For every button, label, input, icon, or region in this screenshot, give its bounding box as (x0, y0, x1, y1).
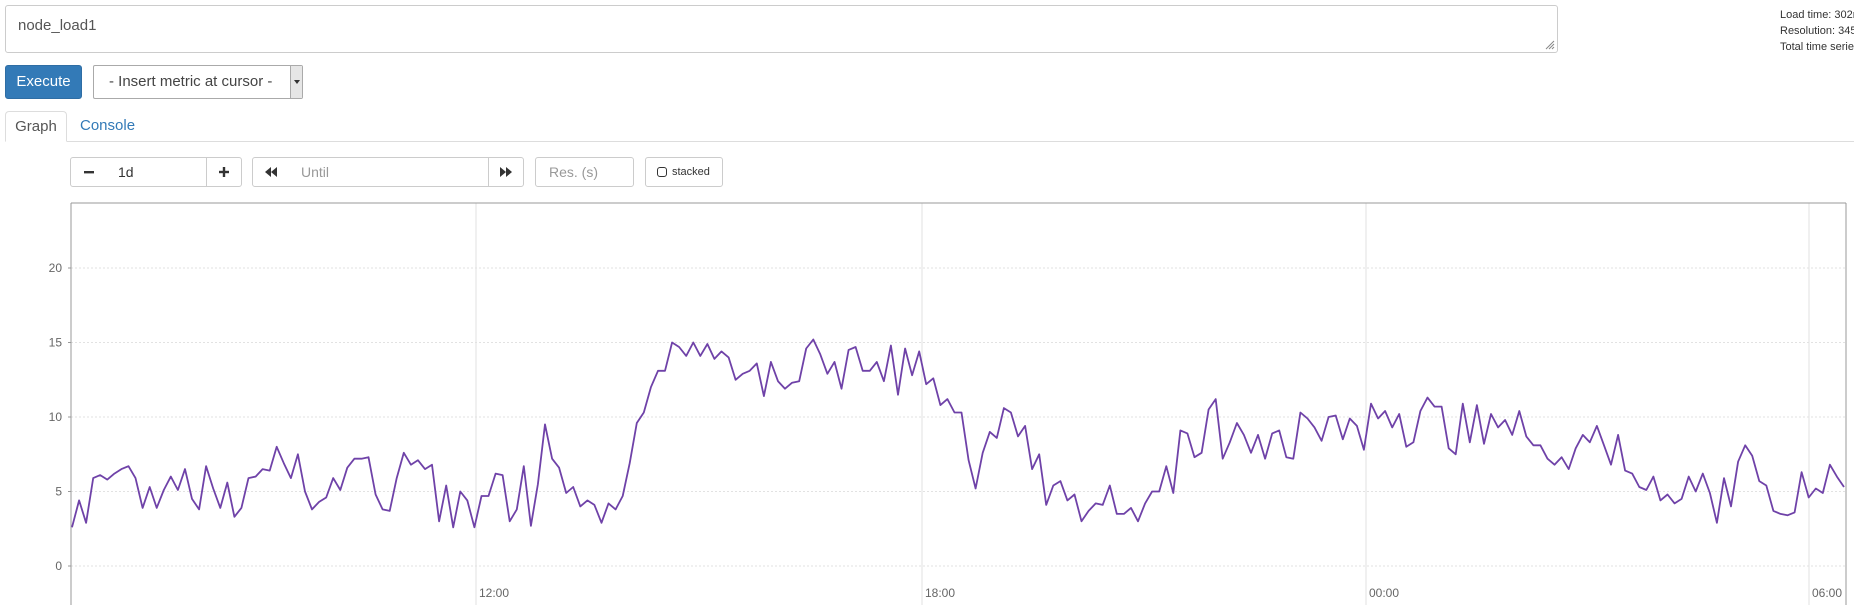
x-tick-label: 18:00 (925, 586, 955, 600)
total-series: Total time serie (1780, 41, 1854, 53)
expression-input[interactable]: node_load1 (5, 5, 1558, 53)
x-tick-label: 00:00 (1369, 586, 1399, 600)
insert-metric-label: - Insert metric at cursor - (109, 73, 273, 90)
plus-icon (219, 167, 229, 177)
y-tick-label: 15 (49, 336, 63, 350)
rewind-icon (264, 167, 277, 177)
load-time: Load time: 302r (1780, 9, 1854, 21)
axes (68, 202, 1847, 605)
tabs-divider (67, 141, 1854, 142)
range-decrease-button[interactable] (70, 157, 107, 187)
tab-console[interactable]: Console (80, 117, 136, 134)
grid (71, 203, 1846, 605)
stacked-label: stacked (672, 166, 710, 178)
x-tick-label: 06:00 (1812, 586, 1842, 600)
fast-forward-icon (500, 167, 512, 177)
time-forward-button[interactable] (488, 157, 524, 187)
load-graph: 0 5 10 15 20 12:00 18:00 00:00 06:00 (49, 202, 1847, 605)
stacked-toggle[interactable]: stacked (645, 157, 723, 187)
query-stats: Load time: 302r Resolution: 345 Total ti… (1780, 7, 1854, 55)
minus-icon (83, 171, 94, 174)
resize-grip-icon[interactable] (1543, 38, 1555, 50)
series-line (71, 338, 1845, 529)
y-tick-label: 10 (49, 410, 63, 424)
checkbox-icon (657, 167, 667, 177)
y-tick-label: 5 (55, 485, 62, 499)
resolution-input[interactable]: Res. (s) (535, 157, 634, 187)
series-layer (71, 338, 1845, 529)
tab-graph[interactable]: Graph (5, 111, 67, 142)
until-input[interactable]: Until (288, 157, 489, 187)
y-tick-label: 20 (49, 261, 63, 275)
tick-labels: 0 5 10 15 20 12:00 18:00 00:00 06:00 (49, 261, 1843, 600)
insert-metric-select[interactable]: - Insert metric at cursor - (93, 65, 303, 99)
y-tick-label: 0 (55, 559, 62, 573)
chevron-down-icon (290, 66, 302, 98)
expression-text: node_load1 (18, 17, 97, 34)
range-input[interactable]: 1d (106, 157, 207, 187)
execute-button[interactable]: Execute (5, 65, 82, 99)
time-back-button[interactable] (252, 157, 289, 187)
x-tick-label: 12:00 (479, 586, 509, 600)
range-increase-button[interactable] (206, 157, 242, 187)
resolution-stat: Resolution: 345 (1780, 25, 1854, 37)
